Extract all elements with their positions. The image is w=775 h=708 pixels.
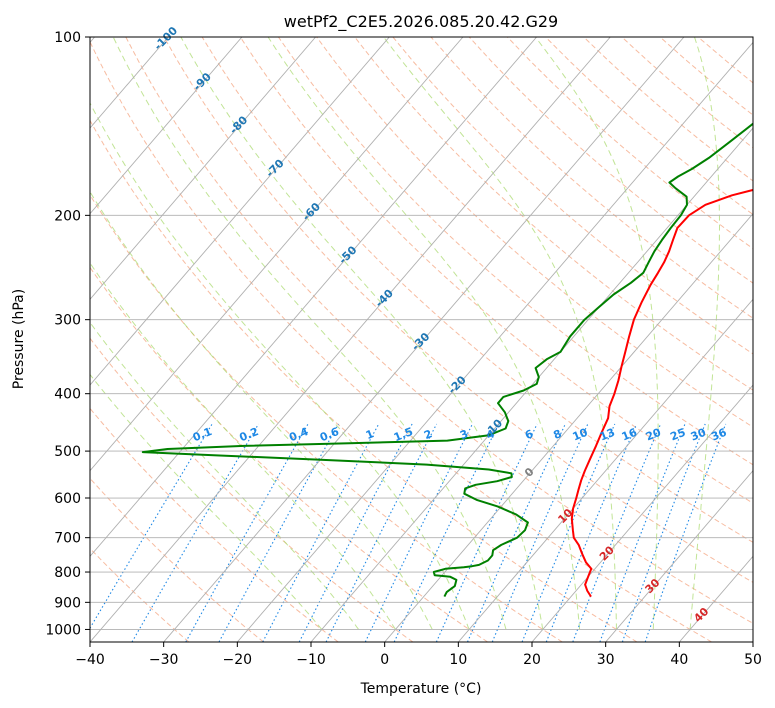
dry-adiabat-line <box>90 477 264 642</box>
y-tick-label: 600 <box>54 491 81 507</box>
mixing-ratio-label: 25 <box>668 426 687 444</box>
y-tick-label: 400 <box>54 387 81 403</box>
isotherm-line <box>531 384 753 642</box>
y-axis-label: Pressure (hPa) <box>11 289 27 389</box>
mixing-ratio-line <box>393 423 500 642</box>
dry-adiabat-line <box>392 37 753 355</box>
dry-adiabat-line <box>277 37 753 466</box>
moist-adiabat-line <box>90 373 323 630</box>
x-tick-label: 20 <box>523 652 541 668</box>
isotherm-line <box>752 641 753 642</box>
mixing-ratio-line <box>298 423 413 642</box>
dry-adiabat-line <box>90 40 712 642</box>
x-tick-label: 40 <box>670 652 688 668</box>
x-axis: −40 −30 −20 −10 0 10 20 30 40 50 <box>75 642 762 668</box>
mixing-ratio-line <box>466 423 566 642</box>
mixing-ratio-line <box>131 423 259 642</box>
dry-adiabat-line <box>239 37 753 504</box>
dry-adiabat-line <box>90 119 638 642</box>
isotherm-line <box>384 213 753 642</box>
dry-adiabat-line <box>90 194 563 642</box>
mixing-ratio-label: 13 <box>598 426 617 444</box>
y-axis: 100 200 300 400 500 600 700 800 900 1000 <box>45 30 90 638</box>
dry-adiabat-line <box>90 266 488 642</box>
mixing-ratio-line <box>599 423 686 642</box>
mixing-ratio-line <box>644 423 727 642</box>
x-tick-label: −10 <box>296 652 326 668</box>
dry-adiabat-line <box>125 37 753 624</box>
y-tick-label: 900 <box>54 595 81 611</box>
mixing-ratio-line <box>491 423 589 642</box>
x-tick-label: 10 <box>449 652 467 668</box>
isotherm-line <box>90 37 464 472</box>
y-tick-label: 700 <box>54 531 81 547</box>
moist-adiabat-line <box>180 37 544 630</box>
isotherm-line <box>90 37 316 301</box>
temperature-profile-line <box>570 188 753 598</box>
mixing-ratio-line <box>325 423 438 642</box>
mixing-ratio-line <box>90 423 213 630</box>
dewpoint-profile-line <box>141 122 753 598</box>
grid-lines <box>90 37 753 642</box>
moist-adiabat-line <box>383 37 617 630</box>
isotherm-line <box>90 37 243 215</box>
y-tick-label: 500 <box>54 444 81 460</box>
y-tick-label: 200 <box>54 208 81 224</box>
mixing-ratio-label: 2 <box>422 427 434 442</box>
plot-frame <box>89 36 754 643</box>
mixing-ratio-label: 36 <box>709 426 728 444</box>
mixing-ratio-label: 1 <box>364 427 376 442</box>
x-axis-label: Temperature (°C) <box>360 681 482 697</box>
mixing-ratio-line <box>435 423 538 642</box>
x-tick-label: 50 <box>744 652 762 668</box>
x-tick-label: −20 <box>223 652 253 668</box>
mixing-ratio-label: 8 <box>552 427 564 442</box>
isotherm-line <box>605 469 753 642</box>
moist-adiabat-line <box>689 37 720 630</box>
mixing-ratio-label: 3 <box>458 427 470 442</box>
dry-adiabat-line <box>90 407 339 642</box>
y-tick-label: 800 <box>54 565 81 581</box>
mixing-ratio-line <box>364 423 473 642</box>
dry-adiabat-line <box>163 37 753 583</box>
mixing-ratio-label: 20 <box>644 426 663 444</box>
mixing-ratio-label: 16 <box>620 426 639 444</box>
moist-adiabat-line <box>267 37 581 630</box>
moist-adiabat-line <box>535 37 659 630</box>
isotherm-line <box>90 37 390 386</box>
isotherm-line <box>236 41 753 642</box>
mixing-ratio-line <box>185 423 309 642</box>
x-tick-label: −30 <box>149 652 179 668</box>
y-tick-label: 1000 <box>45 622 81 638</box>
moist-adiabat-line <box>90 321 359 630</box>
mixing-ratio-label: 10 <box>571 426 590 444</box>
chart-title: wetPf2_C2E5.2026.085.20.42.G29 <box>284 12 558 32</box>
series-lines <box>141 122 753 598</box>
mixing-ratio-line <box>545 423 638 642</box>
mixing-ratio-line <box>262 423 380 642</box>
mixing-ratio-line <box>218 423 339 642</box>
dry-adiabat-line <box>354 37 753 391</box>
isotherm-line <box>310 127 753 642</box>
dry-adiabat-line <box>468 37 753 284</box>
x-tick-label: 0 <box>380 652 389 668</box>
y-tick-label: 300 <box>54 313 81 329</box>
isotherm-line <box>90 37 537 558</box>
mixing-ratio-line <box>521 423 616 642</box>
isotherm-line <box>90 37 611 642</box>
moist-adiabat-line <box>90 262 396 630</box>
mixing-ratio-line <box>621 423 706 642</box>
isotherm-line <box>457 298 753 642</box>
x-tick-label: 30 <box>597 652 615 668</box>
x-tick-label: −40 <box>75 652 105 668</box>
plot-background <box>90 37 753 642</box>
y-tick-label: 100 <box>54 30 81 46</box>
moist-adiabat-line <box>112 37 507 630</box>
isotherm-line <box>163 37 685 642</box>
mixing-ratio-label: 30 <box>689 426 708 444</box>
